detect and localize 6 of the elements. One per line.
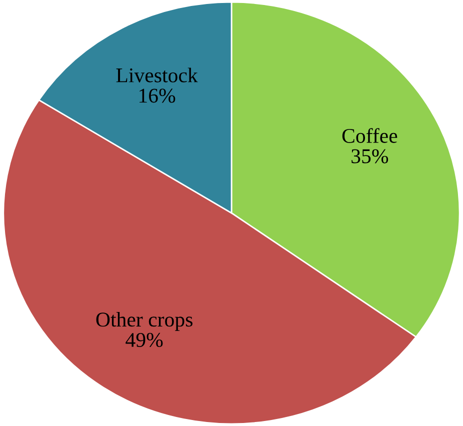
slice-label: Other crops: [96, 312, 192, 331]
data-label: 49%: [126, 332, 163, 348]
data-label: 35%: [352, 149, 388, 164]
data-label: 16%: [140, 88, 176, 103]
slice-label: Livestock: [116, 68, 198, 82]
slice-label: Coffee: [342, 128, 398, 143]
